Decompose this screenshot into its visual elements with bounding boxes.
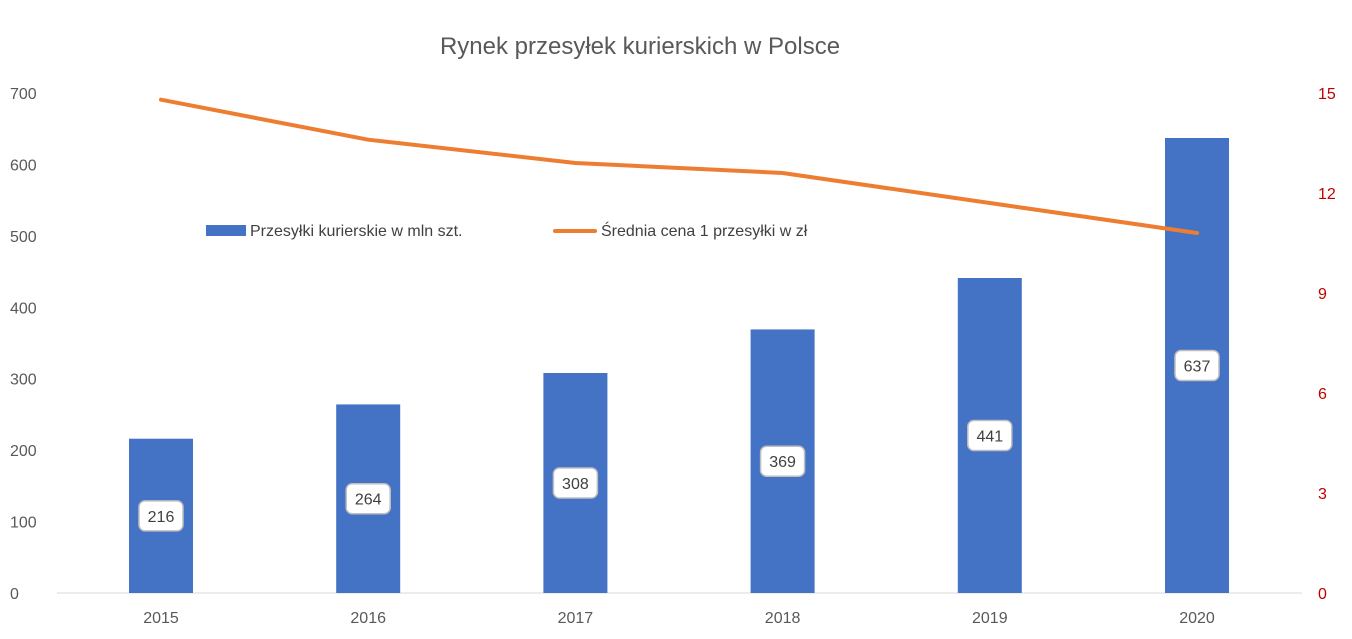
- bar-series: [129, 138, 1229, 593]
- x-tick-label: 2019: [972, 610, 1008, 627]
- right-y-axis: 0 3 6 9 12 15: [1318, 86, 1336, 603]
- data-label: 264: [355, 492, 382, 509]
- data-label: 369: [769, 454, 796, 471]
- data-label: 637: [1184, 359, 1211, 376]
- right-y-tick-label: 9: [1318, 286, 1327, 303]
- data-label-box: [138, 500, 184, 532]
- bar-data-labels: 216 264 308 369 441 637: [138, 349, 1220, 532]
- data-label: 441: [976, 429, 1003, 446]
- left-y-tick-label: 0: [10, 586, 19, 603]
- chart-title: Rynek przesyłek kurierskich w Polsce: [440, 33, 840, 60]
- left-y-tick-label: 300: [10, 372, 37, 389]
- left-y-tick-label: 200: [10, 443, 37, 460]
- data-label: 216: [148, 509, 175, 526]
- data-label-box: [759, 445, 806, 477]
- price-line-series: [159, 97, 1199, 235]
- x-tick-label: 2015: [143, 610, 179, 627]
- x-tick-label: 2020: [1179, 610, 1215, 627]
- data-label-box: [1174, 349, 1220, 382]
- x-tick-label: 2017: [558, 610, 594, 627]
- left-y-tick-label: 700: [10, 86, 37, 103]
- x-tick-label: 2018: [765, 610, 801, 627]
- left-y-tick-label: 400: [10, 300, 37, 317]
- data-label-box: [967, 419, 1013, 452]
- x-tick-label: 2016: [350, 610, 386, 627]
- left-y-tick-label: 600: [10, 157, 37, 174]
- legend-bar-label: Przesyłki kurierskie w mln szt.: [250, 223, 462, 240]
- right-y-tick-label: 12: [1318, 186, 1336, 203]
- right-y-tick-label: 15: [1318, 86, 1336, 103]
- data-label-box: [345, 482, 391, 515]
- right-y-tick-label: 3: [1318, 486, 1327, 503]
- left-y-axis: 0 100 200 300 400 500 600 700: [10, 86, 37, 603]
- legend: Przesyłki kurierskie w mln szt. Średnia …: [206, 221, 808, 240]
- right-y-tick-label: 0: [1318, 586, 1327, 603]
- data-label: 308: [562, 476, 589, 493]
- left-y-tick-label: 100: [10, 515, 37, 532]
- left-y-tick-label: 500: [10, 229, 37, 246]
- data-label-box: [552, 467, 599, 499]
- legend-line-label: Średnia cena 1 przesyłki w zł: [601, 221, 808, 240]
- legend-bar-swatch: [206, 225, 246, 236]
- right-y-tick-label: 6: [1318, 386, 1327, 403]
- x-axis: 2015 2016 2017 2018 2019 2020: [143, 610, 1215, 627]
